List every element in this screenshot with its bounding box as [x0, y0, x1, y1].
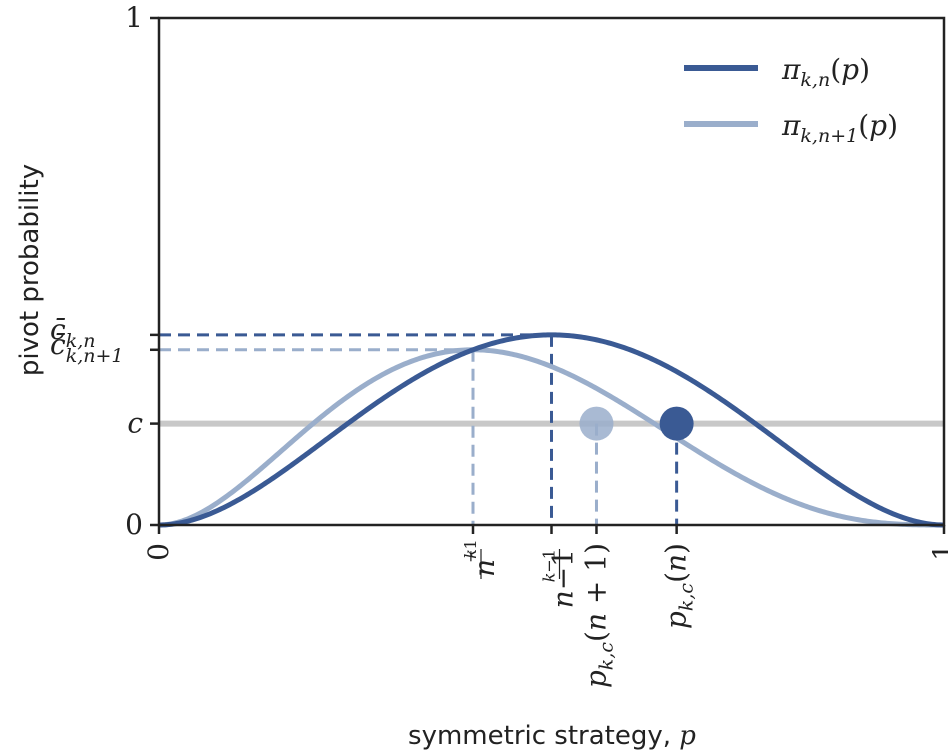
svg-text:n: n	[468, 559, 501, 577]
crossing-marker-0	[659, 406, 694, 441]
legend: πk,n(p) πk,n+1(p)	[684, 53, 898, 147]
y-tick-label-2: c̄k,n+1	[50, 328, 124, 367]
x-tick-label-4: pk,c(n)	[660, 543, 698, 629]
svg-text:pk,c(n + 1): pk,c(n + 1)	[579, 543, 617, 688]
svg-text:n−1: n−1	[547, 549, 580, 608]
y-tick-label-0: 0	[125, 508, 143, 541]
x-tick-label-2: k−1n−1	[540, 549, 580, 608]
series-line-1	[158, 347, 945, 528]
x-tick-label-3: pk,c(n + 1)	[579, 543, 617, 688]
x-tick-label-5: 1	[927, 543, 948, 561]
x-tick-label-0: 0	[142, 543, 175, 561]
legend-label-pi-k-n: πk,n(p)	[781, 53, 870, 91]
svg-text:1: 1	[927, 543, 948, 561]
series-line-0	[158, 332, 945, 528]
y-axis-title: pivot probability	[15, 164, 45, 376]
y-tick-label-3: c̄k,n	[50, 313, 95, 352]
svg-text:pk,c(n): pk,c(n)	[660, 543, 698, 629]
x-axis-title: symmetric strategy, p	[408, 721, 696, 751]
svg-text:0: 0	[142, 543, 175, 561]
x-tick-label-1: k−1n	[461, 539, 501, 579]
legend-label-pi-k-n-plus-1: πk,n+1(p)	[781, 109, 898, 147]
crossing-marker-1	[579, 406, 614, 441]
y-tick-label-1: c	[127, 407, 143, 440]
svg-text:k−1: k−1	[461, 539, 480, 563]
svg-text:k−1: k−1	[540, 549, 559, 582]
y-tick-label-4: 1	[125, 1, 143, 34]
